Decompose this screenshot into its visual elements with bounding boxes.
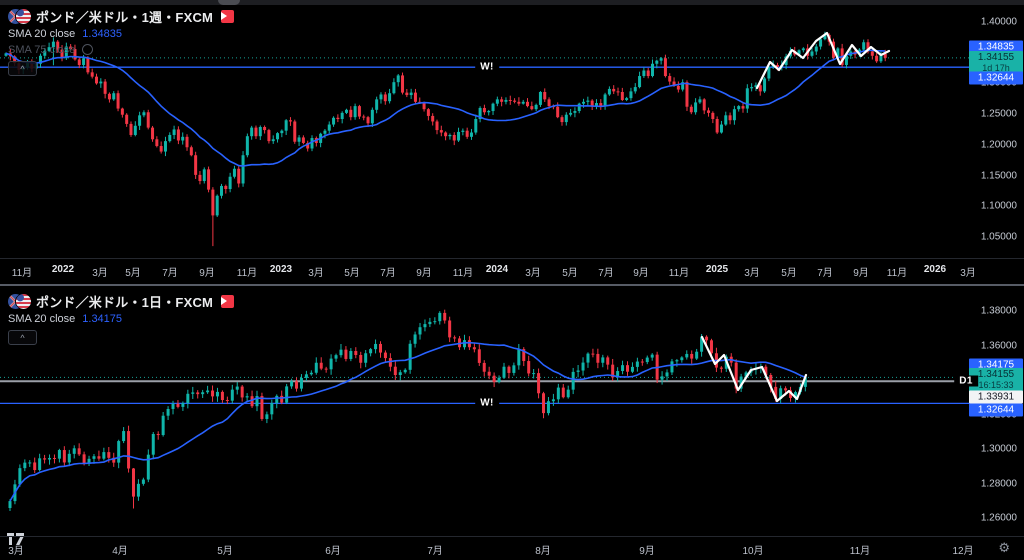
sma-label: SMA 20 close [8, 27, 76, 40]
time-axis-label[interactable]: 11月 [236, 268, 258, 279]
time-axis-label[interactable]: 3月 [525, 268, 541, 279]
time-axis-label[interactable]: 5月 [125, 268, 141, 279]
time-axis-label[interactable]: 6月 [325, 546, 341, 557]
time-axis-label[interactable]: 5月 [217, 546, 233, 557]
time-axis-label[interactable]: 8月 [535, 546, 551, 557]
drag-handle[interactable] [218, 0, 240, 5]
time-axis-label[interactable]: 11月 [849, 546, 871, 557]
daily-axis-separator [0, 536, 1024, 537]
price-tick: 1.38000 [980, 305, 1017, 317]
daily-panel-header: ポンド／米ドル・1日・FXCM SMA 20 close 1.34175 ^ [8, 293, 235, 345]
price-tick: 1.36000 [980, 340, 1017, 351]
sma-value: 1.34175 [82, 312, 123, 325]
weekly-sma-indicator[interactable]: SMA 20 close 1.34835 [8, 27, 234, 40]
time-axis-label[interactable]: 9月 [633, 268, 649, 279]
time-axis-label[interactable]: 3月 [8, 546, 24, 557]
time-axis-label[interactable]: 7月 [598, 268, 614, 279]
us-flag-icon [16, 8, 31, 24]
chart-plot-area[interactable] [0, 31, 982, 247]
us-flag-icon [16, 293, 31, 309]
time-axis-label[interactable]: 10月 [742, 546, 764, 557]
current-price-badge[interactable]: 1.34155 1d 17h [969, 51, 1023, 75]
time-axis-label[interactable]: 2025 [705, 264, 729, 275]
time-axis-label[interactable]: 12月 [952, 546, 974, 557]
level-line-label-w[interactable]: W! [475, 61, 499, 73]
time-axis-label[interactable]: 2022 [51, 264, 75, 275]
price-level-badge[interactable]: 1.32644 [969, 71, 1023, 85]
time-axis-label[interactable]: 2026 [923, 264, 947, 275]
time-axis-label[interactable]: 2023 [269, 264, 293, 275]
panel-divider[interactable] [0, 284, 1024, 286]
price-tick: 1.25000 [980, 108, 1017, 120]
time-axis-label[interactable]: 11月 [11, 268, 33, 279]
time-axis-label[interactable]: 3月 [744, 268, 760, 279]
countdown-timer: 1d 17h [982, 63, 1010, 73]
time-axis-label[interactable]: 3月 [308, 268, 324, 279]
price-level-badge[interactable]: 1.34835 [969, 40, 1023, 54]
price-tick: 1.30000 [980, 443, 1017, 455]
time-axis-label[interactable]: 3月 [960, 268, 976, 279]
daily-sma-indicator[interactable]: SMA 20 close 1.34175 [8, 312, 234, 325]
time-axis-label[interactable]: 2024 [485, 264, 509, 275]
trend-drawing[interactable] [700, 335, 808, 403]
time-axis-label[interactable]: 4月 [112, 546, 128, 557]
top-drag-bar [0, 0, 1024, 5]
time-axis-label[interactable]: 7月 [817, 268, 833, 279]
fxcm-logo-icon [221, 294, 235, 308]
weekly-chart-title[interactable]: ポンド／米ドル・1週・FXCM [36, 9, 214, 25]
price-tick: 1.10000 [980, 200, 1017, 212]
trend-drawing[interactable] [755, 31, 891, 90]
price-level-badge[interactable]: 1.33931 [969, 390, 1023, 404]
eye-hidden-icon[interactable] [82, 44, 94, 55]
gear-icon[interactable]: ⚙ [998, 540, 1010, 555]
price-tick: 1.20000 [980, 139, 1017, 151]
candlesticks[interactable] [4, 31, 887, 247]
time-axis-label[interactable]: 5月 [781, 268, 797, 279]
daily-collapse-button[interactable]: ^ [8, 330, 37, 345]
level-line-label-w[interactable]: W! [475, 397, 499, 409]
gbpusd-pair-flags-icon [8, 8, 31, 24]
gbpusd-pair-flags-icon [8, 293, 31, 309]
fxcm-logo-icon [221, 9, 235, 23]
price-tick: 1.05000 [980, 231, 1017, 243]
daily-chart-title[interactable]: ポンド／米ドル・1日・FXCM [36, 294, 214, 310]
chart-plot-area[interactable] [0, 309, 982, 512]
tradingview-logo[interactable] [6, 530, 26, 553]
sma-value: 1.34835 [82, 27, 123, 40]
time-axis-label[interactable]: 7月 [162, 268, 178, 279]
hidden-sma-label: SMA 75 close [8, 43, 76, 56]
countdown-timer: 16:15:33 [978, 380, 1014, 390]
sma-20-line[interactable] [5, 49, 886, 167]
time-axis-label[interactable]: 7月 [427, 546, 443, 557]
time-axis-label[interactable]: 9月 [416, 268, 432, 279]
sma-label: SMA 20 close [8, 312, 76, 325]
time-axis-label[interactable]: 5月 [344, 268, 360, 279]
time-axis-label[interactable]: 3月 [92, 268, 108, 279]
sma-20-line[interactable] [9, 341, 806, 502]
weekly-collapse-button[interactable]: ^ [8, 61, 37, 76]
time-axis-label[interactable]: 11月 [668, 268, 690, 279]
time-axis-label[interactable]: 9月 [639, 546, 655, 557]
price-tick: 1.28000 [980, 478, 1017, 489]
time-axis-label[interactable]: 5月 [562, 268, 578, 279]
price-level-badge[interactable]: 1.32644 [969, 403, 1023, 417]
time-axis-label[interactable]: 7月 [380, 268, 396, 279]
time-axis-label[interactable]: 11月 [886, 268, 908, 279]
weekly-hidden-indicator[interactable]: SMA 75 close [8, 43, 234, 56]
price-tick: 1.15000 [980, 170, 1017, 181]
price-tick: 1.26000 [980, 512, 1017, 524]
time-axis-label[interactable]: 9月 [853, 268, 869, 279]
time-axis-label[interactable]: 11月 [452, 268, 474, 279]
time-axis-label[interactable]: 9月 [199, 268, 215, 279]
weekly-axis-separator [0, 258, 1024, 259]
level-line-label-d1[interactable]: D1 [954, 375, 978, 387]
weekly-panel-header: ポンド／米ドル・1週・FXCM SMA 20 close 1.34835 SMA… [8, 8, 235, 76]
price-tick: 1.40000 [980, 16, 1017, 28]
current-price-badge[interactable]: 1.34155 16:15:33 [969, 368, 1023, 392]
